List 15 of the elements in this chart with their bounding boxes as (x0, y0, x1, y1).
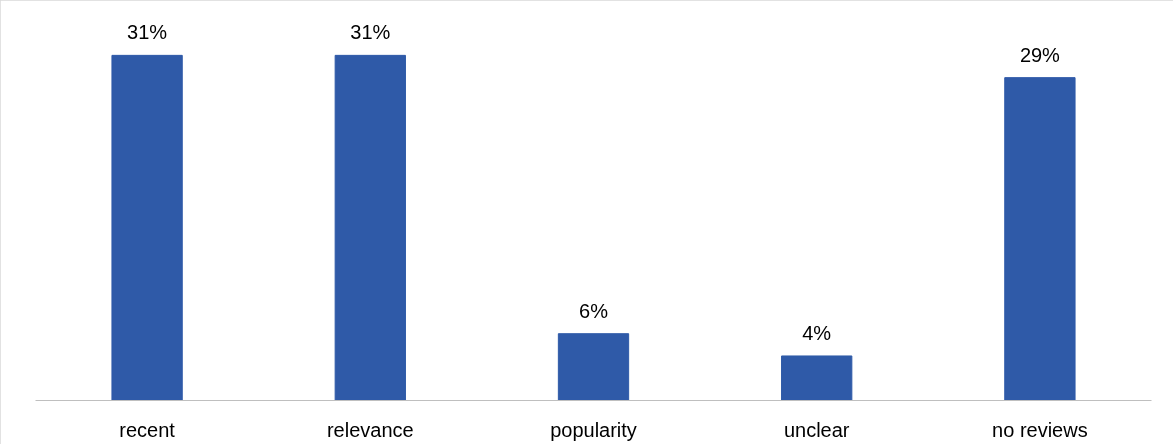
data-label: 4% (802, 321, 832, 344)
bar (781, 355, 853, 401)
bar (557, 333, 630, 401)
bar (334, 54, 406, 401)
data-label: 29% (1019, 43, 1061, 66)
x-tick-label: popularity (550, 418, 637, 441)
x-tick-label: unclear (783, 418, 850, 441)
x-tick-label: recent (119, 418, 176, 441)
data-label: 31% (127, 21, 168, 44)
bar (1004, 77, 1076, 401)
data-label: 6% (579, 299, 609, 322)
x-tick-label: no reviews (992, 418, 1088, 441)
data-label: 31% (350, 21, 391, 44)
x-tick-label: relevance (326, 418, 414, 441)
bar (111, 54, 183, 401)
